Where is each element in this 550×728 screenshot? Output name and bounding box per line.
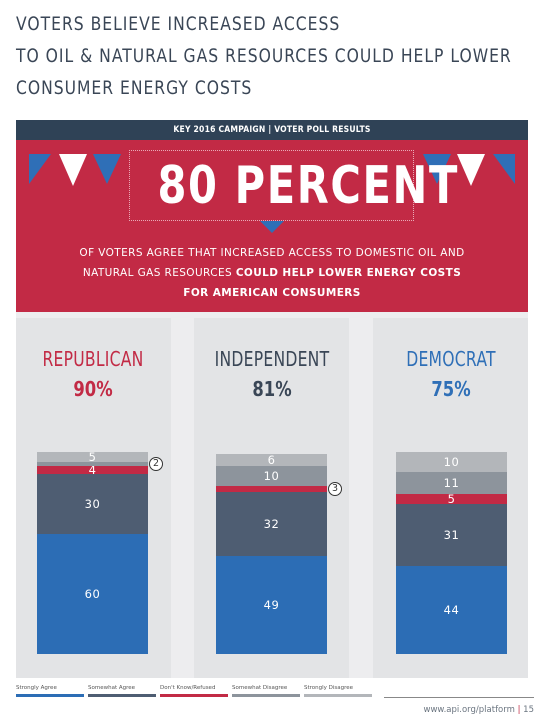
- headline-frame: [129, 150, 414, 221]
- bar-segment: 4: [37, 463, 148, 477]
- party-name-republican: REPUBLICAN: [42, 347, 144, 371]
- bar-segment: 32: [216, 492, 327, 556]
- hero-description: OF VOTERS AGREE THAT INCREASED ACCESS TO…: [36, 243, 508, 303]
- bar-segment: 60: [37, 534, 148, 654]
- pennant-bunting-left-icon: [29, 154, 121, 186]
- legend-swatch: [160, 694, 228, 697]
- data-label: 10: [443, 455, 460, 469]
- chart-legend: Strongly Agree Somewhat Agree Don't Know…: [16, 684, 376, 704]
- legend-swatch: [304, 694, 372, 697]
- bar-segment: 30: [37, 474, 148, 534]
- down-arrow-icon: [260, 221, 284, 233]
- legend-label: Strongly Disagree: [304, 685, 354, 691]
- data-label: 5: [88, 450, 97, 464]
- legend-item-strongly-agree: Strongly Agree: [16, 684, 84, 697]
- legend-item-dont-know: Don't Know/Refused: [160, 684, 228, 697]
- bar-segment: 6: [216, 453, 327, 467]
- bar-segment: 10: [396, 452, 507, 472]
- legend-label: Somewhat Disagree: [232, 685, 288, 691]
- data-label: 44: [443, 603, 460, 617]
- data-label: 10: [263, 469, 280, 483]
- data-label: 30: [84, 497, 101, 511]
- legend-label: Strongly Agree: [16, 685, 57, 691]
- title-line-3: CONSUMER ENERGY COSTS: [16, 77, 253, 99]
- legend-label: Don't Know/Refused: [160, 685, 216, 691]
- title-line-1: VOTERS BELIEVE INCREASED ACCESS: [16, 13, 341, 35]
- legend-swatch: [16, 694, 84, 697]
- bar-segment: 5: [396, 492, 507, 506]
- party-total-republican: 90%: [73, 377, 113, 401]
- legend-swatch: [232, 694, 300, 697]
- legend-label: Somewhat Agree: [88, 685, 136, 691]
- legend-item-somewhat-agree: Somewhat Agree: [88, 684, 156, 697]
- pennant-bunting-right-icon: [423, 154, 515, 186]
- party-name-democrat: DEMOCRAT: [406, 347, 496, 371]
- data-label-callout: 2: [149, 457, 163, 471]
- bar-segment: 5: [37, 450, 148, 464]
- page-title: VOTERS BELIEVE INCREASED ACCESS TO OIL &…: [16, 8, 536, 104]
- hero-text-line-2: NATURAL GAS RESOURCES: [82, 267, 236, 279]
- legend-item-strongly-disagree: Strongly Disagree: [304, 684, 372, 697]
- data-label: 31: [443, 528, 460, 542]
- data-label: 6: [267, 453, 276, 467]
- data-label: 32: [263, 517, 280, 531]
- footer-rule: [384, 697, 534, 698]
- data-label-callout: 3: [328, 482, 342, 496]
- bar-segment: 49: [216, 556, 327, 654]
- legend-swatch: [88, 694, 156, 697]
- bar-segment: [216, 486, 327, 492]
- party-total-independent: 81%: [252, 377, 292, 401]
- hero-text-line-1: OF VOTERS AGREE THAT INCREASED ACCESS TO…: [79, 247, 465, 259]
- bar-segment: 11: [396, 472, 507, 494]
- data-label: 11: [443, 476, 460, 490]
- legend-item-somewhat-disagree: Somewhat Disagree: [232, 684, 300, 697]
- hero-text-line-2-bold: COULD HELP LOWER ENERGY COSTS: [235, 267, 462, 279]
- data-label: 49: [263, 598, 280, 612]
- hero-headline: 80 PERCENT: [157, 156, 459, 216]
- party-name-independent: INDEPENDENT: [214, 347, 330, 371]
- data-label: 4: [88, 463, 97, 477]
- campaign-header-bar: KEY 2016 CAMPAIGN | VOTER POLL RESULTS: [16, 120, 528, 140]
- bar-segment: [37, 462, 148, 466]
- page-footer: www.api.org/platform | 15: [423, 705, 534, 715]
- data-label: 5: [447, 492, 456, 506]
- data-label: 60: [84, 587, 101, 601]
- hero-banner: 80 PERCENT OF VOTERS AGREE THAT INCREASE…: [16, 140, 528, 312]
- bar-segment: 44: [396, 566, 507, 654]
- hero-text-line-3-bold: FOR AMERICAN CONSUMERS: [183, 287, 361, 299]
- bar-segment: 10: [216, 466, 327, 486]
- bar-segment: 31: [396, 504, 507, 566]
- party-total-democrat: 75%: [431, 377, 471, 401]
- title-line-2: TO OIL & NATURAL GAS RESOURCES COULD HEL…: [16, 45, 512, 67]
